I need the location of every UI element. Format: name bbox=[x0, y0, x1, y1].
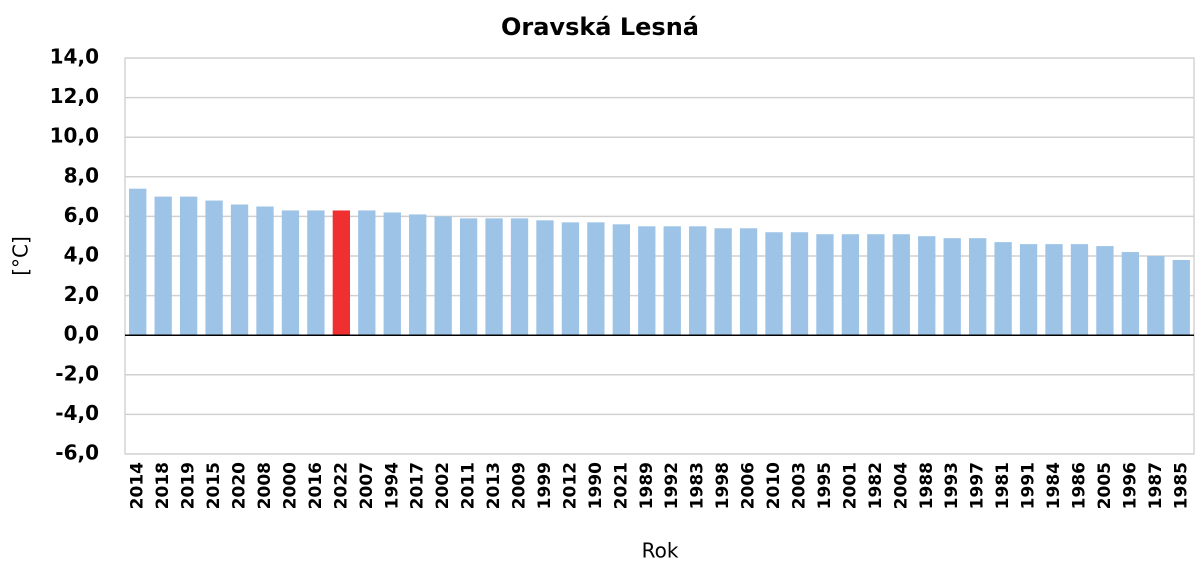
y-tick-label: 14,0 bbox=[50, 45, 99, 69]
bar bbox=[1019, 244, 1038, 336]
x-tick-label: 1998 bbox=[713, 462, 733, 509]
x-tick-label: 1996 bbox=[1120, 462, 1140, 509]
x-tick-label: 2004 bbox=[891, 462, 911, 509]
x-tick-label: 2012 bbox=[560, 462, 580, 509]
x-tick-label: 1986 bbox=[1069, 462, 1089, 509]
bar bbox=[587, 222, 605, 336]
x-tick-label: 2010 bbox=[764, 462, 784, 509]
y-tick-label: -4,0 bbox=[55, 401, 99, 425]
bar bbox=[561, 222, 580, 336]
bar bbox=[714, 228, 732, 336]
bar bbox=[307, 210, 325, 336]
bar bbox=[256, 206, 274, 336]
x-tick-label: 1992 bbox=[662, 462, 682, 509]
bar bbox=[179, 196, 198, 336]
bar bbox=[969, 238, 987, 336]
bar bbox=[332, 210, 350, 336]
bar bbox=[230, 204, 249, 336]
x-tick-label: 2019 bbox=[179, 462, 199, 509]
y-tick-label: -2,0 bbox=[55, 361, 99, 385]
bar bbox=[918, 236, 936, 336]
x-tick-label: 1995 bbox=[815, 462, 835, 509]
y-tick-label: 0,0 bbox=[64, 322, 99, 346]
bar bbox=[383, 212, 401, 336]
x-tick-label: 1997 bbox=[968, 462, 988, 509]
bar bbox=[994, 242, 1012, 336]
x-tick-label: 2005 bbox=[1095, 462, 1115, 509]
x-tick-label: 1985 bbox=[1171, 462, 1191, 509]
x-tick-label: 2009 bbox=[510, 462, 530, 509]
bar bbox=[536, 220, 554, 336]
chart-title: Oravská Lesná bbox=[501, 13, 699, 41]
x-tick-label: 1988 bbox=[917, 462, 937, 509]
bar bbox=[765, 232, 783, 336]
x-tick-label: 2014 bbox=[128, 462, 148, 509]
bar bbox=[1147, 256, 1165, 336]
x-tick-label: 2007 bbox=[357, 462, 377, 509]
bar bbox=[281, 210, 300, 336]
x-tick-label: 1987 bbox=[1146, 462, 1166, 509]
x-tick-label: 2020 bbox=[230, 462, 250, 509]
bar bbox=[510, 218, 529, 336]
x-tick-label: 2001 bbox=[840, 462, 860, 509]
y-tick-label: 6,0 bbox=[64, 203, 99, 227]
y-axis-label: [°C] bbox=[9, 236, 33, 276]
x-tick-label: 2018 bbox=[153, 462, 173, 509]
x-tick-label: 2022 bbox=[331, 462, 351, 509]
x-tick-label: 2017 bbox=[408, 462, 428, 509]
x-tick-label: 1989 bbox=[637, 462, 657, 509]
bar bbox=[892, 234, 910, 336]
bar bbox=[790, 232, 809, 336]
x-tick-label: 2003 bbox=[789, 462, 809, 509]
x-tick-label: 2015 bbox=[204, 462, 224, 509]
x-tick-label: 2006 bbox=[739, 462, 759, 509]
bar bbox=[612, 224, 630, 336]
x-tick-label: 2011 bbox=[459, 462, 479, 509]
bar bbox=[663, 226, 681, 336]
y-tick-label: 8,0 bbox=[64, 163, 99, 187]
x-tick-label: 1982 bbox=[866, 462, 886, 509]
bar bbox=[1096, 246, 1114, 336]
bar bbox=[459, 218, 478, 336]
x-tick-label: 1984 bbox=[1044, 462, 1064, 509]
bar bbox=[129, 188, 147, 336]
y-tick-label: 10,0 bbox=[50, 124, 99, 148]
x-tick-label: 1991 bbox=[1019, 462, 1039, 509]
x-tick-label: 1983 bbox=[688, 462, 708, 509]
bar bbox=[1045, 244, 1063, 336]
x-tick-label: 1990 bbox=[586, 462, 606, 509]
x-axis-label: Rok bbox=[642, 539, 679, 563]
bar bbox=[434, 216, 452, 336]
bar bbox=[1070, 244, 1089, 336]
x-tick-label: 2002 bbox=[433, 462, 453, 509]
y-tick-label: 12,0 bbox=[50, 84, 99, 108]
x-tick-label: 2000 bbox=[280, 462, 300, 509]
bar bbox=[816, 234, 834, 336]
x-tick-label: 2013 bbox=[484, 462, 504, 509]
bar bbox=[358, 210, 376, 336]
bar bbox=[689, 226, 707, 336]
bar bbox=[943, 238, 961, 336]
x-tick-label: 1999 bbox=[535, 462, 555, 509]
x-tick-label: 1993 bbox=[942, 462, 962, 509]
bar bbox=[1121, 252, 1140, 336]
y-tick-label: -6,0 bbox=[55, 441, 99, 465]
bar bbox=[1172, 259, 1190, 336]
y-tick-label: 2,0 bbox=[64, 282, 99, 306]
x-tick-label: 1994 bbox=[382, 462, 402, 509]
bar bbox=[739, 228, 758, 336]
x-tick-label: 2008 bbox=[255, 462, 275, 509]
bar bbox=[867, 234, 885, 336]
y-tick-label: 4,0 bbox=[64, 243, 99, 267]
x-tick-label: 2021 bbox=[611, 462, 631, 509]
bar bbox=[638, 226, 656, 336]
x-tick-label: 2016 bbox=[306, 462, 326, 509]
bar bbox=[205, 200, 223, 336]
bar bbox=[154, 196, 172, 336]
bar bbox=[409, 214, 427, 336]
bar bbox=[485, 218, 503, 336]
x-tick-label: 1981 bbox=[993, 462, 1013, 509]
bar bbox=[841, 234, 860, 336]
